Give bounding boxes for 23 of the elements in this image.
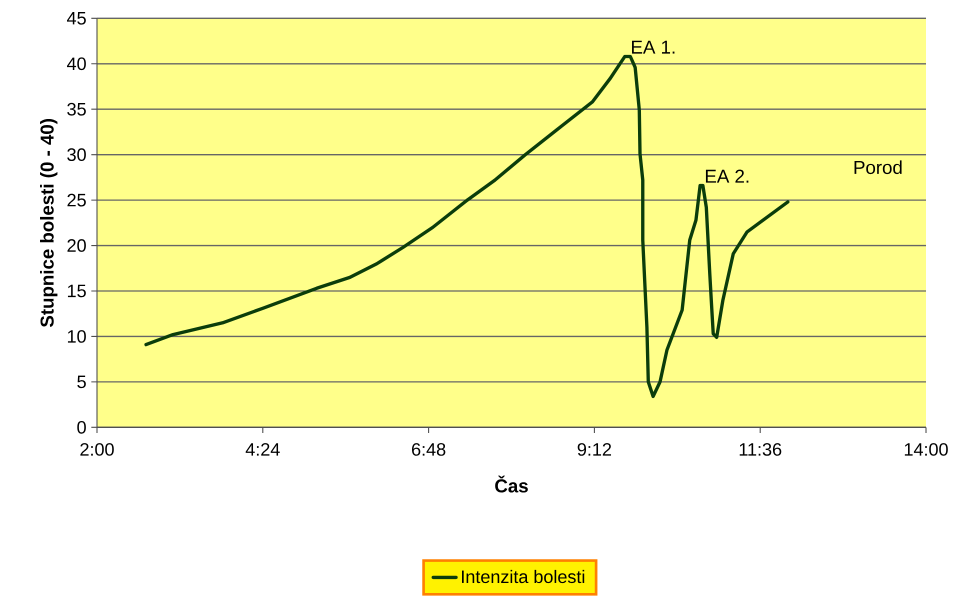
x-tick-label: 14:00	[904, 442, 948, 456]
x-tick-label: 9:12	[578, 442, 612, 456]
line-series	[144, 54, 790, 398]
y-tick-label: 5	[77, 375, 86, 388]
y-tick-label: 0	[77, 420, 86, 434]
annotation: EA 2.	[706, 169, 748, 182]
y-tick-label: 15	[68, 284, 86, 298]
y-tick-label: 45	[66, 12, 86, 24]
y-tick-label: 30	[67, 148, 86, 161]
y-tick-label: 35	[67, 102, 86, 116]
x-axis-title: Čas	[495, 475, 528, 492]
x-tick-label: 6:48	[412, 442, 446, 456]
legend-label: Intenzita bolesti	[462, 570, 584, 583]
x-tick-label: 2:00	[80, 442, 114, 456]
y-tick-label: 40	[66, 57, 86, 70]
y-tick-label: 20	[67, 239, 86, 252]
annotation: Porod	[854, 160, 902, 174]
y-tick-label: 10	[68, 330, 86, 343]
y-tick-label: 25	[67, 194, 86, 206]
x-tick-label: 11:36	[740, 442, 782, 456]
annotation: EA 1.	[632, 40, 674, 54]
x-tick-label: 4:24	[246, 442, 280, 456]
y-axis-title: Stupnice bolesti (0 - 40)	[40, 118, 58, 327]
